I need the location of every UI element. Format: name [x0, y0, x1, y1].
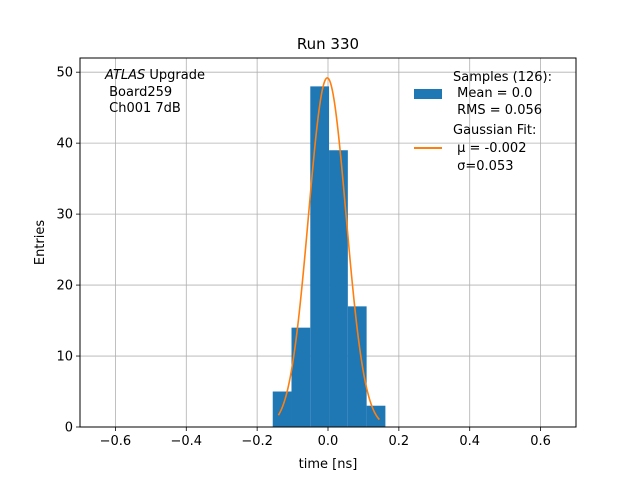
x-tick-label-0: −0.6 — [100, 434, 132, 449]
y-axis-label: Entries — [33, 220, 48, 266]
legend: Samples (126): Mean = 0.0 RMS = 0.056 Ga… — [414, 70, 552, 174]
legend-samples-line-3: RMS = 0.056 — [453, 103, 542, 118]
x-tick-label-1: −0.4 — [170, 434, 202, 449]
annotation-line-3: Ch001 7dB — [105, 101, 181, 116]
x-axis-label: time [ns] — [299, 457, 358, 472]
y-tick-label-0: 0 — [65, 421, 73, 436]
y-tick-label-4: 40 — [56, 137, 73, 152]
x-axis-ticks: −0.6 −0.4 −0.2 0.0 0.2 0.4 0.6 — [100, 427, 551, 449]
y-tick-label-3: 30 — [56, 208, 73, 223]
legend-patch-samples — [414, 89, 442, 99]
legend-fit-line-2: μ = -0.002 — [453, 141, 526, 156]
x-tick-label-2: −0.2 — [241, 434, 273, 449]
histogram-bar-3 — [329, 150, 348, 427]
y-tick-label-5: 50 — [56, 66, 73, 81]
histogram-bar-1 — [291, 327, 311, 427]
legend-samples-line-1: Samples (126): — [453, 70, 552, 85]
chart-title: Run 330 — [297, 35, 359, 53]
legend-fit-line-3: σ=0.053 — [453, 159, 513, 174]
x-tick-label-3: 0.0 — [318, 434, 339, 449]
x-tick-label-4: 0.2 — [389, 434, 410, 449]
annotation-atlas: ATLAS — [104, 68, 145, 83]
y-tick-label-2: 20 — [56, 279, 73, 294]
legend-samples-line-2: Mean = 0.0 — [453, 86, 532, 101]
y-tick-label-1: 10 — [56, 350, 73, 365]
annotation-line-2: Board259 — [105, 85, 172, 100]
annotation-upgrade: Upgrade — [145, 68, 205, 83]
x-tick-label-5: 0.4 — [459, 434, 480, 449]
histogram-bars — [272, 86, 386, 427]
legend-fit-line-1: Gaussian Fit: — [453, 123, 536, 138]
annotation-line-1: ATLAS Upgrade — [104, 68, 205, 83]
grid — [80, 58, 576, 428]
histogram-bar-4 — [347, 306, 367, 427]
annotation-block: ATLAS Upgrade Board259 Ch001 7dB — [104, 68, 205, 116]
histogram-bar-2 — [310, 86, 330, 427]
x-tick-label-6: 0.6 — [530, 434, 551, 449]
gaussian-fit-curve — [277, 77, 380, 421]
y-axis-ticks: 0 10 20 30 40 50 — [56, 66, 80, 436]
